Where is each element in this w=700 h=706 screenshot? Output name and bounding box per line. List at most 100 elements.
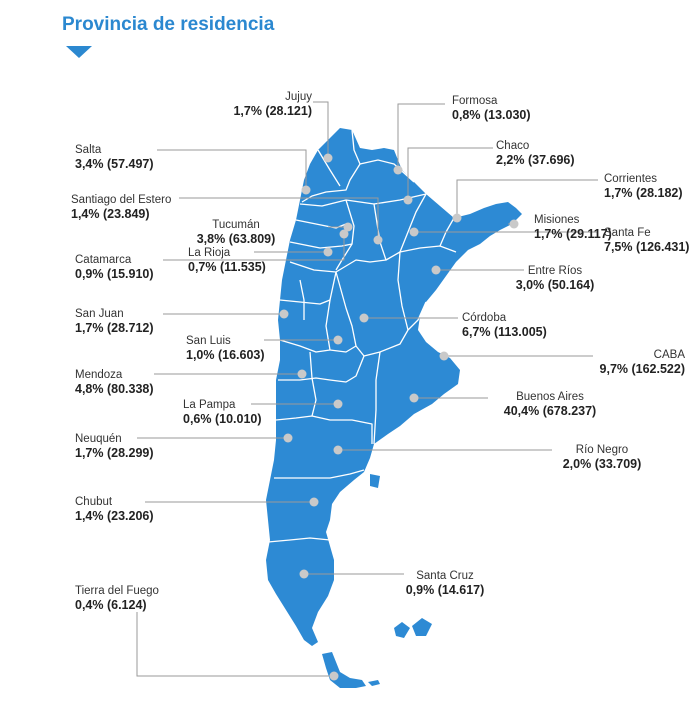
label-caba: CABA 9,7% (162.522) [560, 348, 685, 376]
isla-de-los-estados-shape [368, 680, 380, 686]
province-value: 2,0% (33.709) [562, 457, 642, 471]
marker-tierradelfuego [329, 671, 339, 681]
border-line [274, 469, 365, 479]
marker-tucuman [343, 222, 353, 232]
province-borders [267, 129, 457, 543]
border-line [309, 351, 317, 417]
province-value: 0,7% (11.535) [188, 260, 266, 274]
marker-corrientes [452, 213, 462, 223]
province-name: Neuquén [75, 433, 122, 445]
label-misiones: Misiones 1,7% (29.117) [534, 213, 612, 241]
marker-misiones [509, 219, 519, 229]
label-buenos-aires: Buenos Aires 40,4% (678.237) [490, 390, 610, 418]
province-name: San Luis [186, 335, 231, 347]
map-landmass [266, 128, 522, 688]
province-value: 0,4% (6.124) [75, 598, 147, 612]
province-value: 0,6% (10.010) [183, 412, 262, 426]
leader-salta [157, 149, 307, 190]
province-value: 1,7% (28.299) [75, 446, 154, 460]
border-line [373, 351, 381, 445]
label-cordoba: Córdoba 6,7% (113.005) [462, 311, 547, 339]
border-line [325, 271, 409, 357]
border-line [275, 415, 373, 444]
province-value: 4,8% (80.338) [75, 382, 154, 396]
border-line [267, 537, 331, 543]
marker-formosa [393, 165, 403, 175]
label-formosa: Formosa 0,8% (13.030) [452, 94, 531, 122]
province-name: Tucumán [212, 219, 260, 231]
border-line [335, 271, 357, 347]
province-name: Río Negro [575, 444, 629, 456]
title-triangle-marker [66, 46, 92, 58]
leader-corrientes [456, 179, 598, 218]
province-value: 1,7% (28.182) [604, 186, 683, 200]
border-line [299, 279, 305, 320]
province-value: 2,2% (37.696) [496, 153, 575, 167]
province-name: Misiones [534, 214, 580, 226]
border-line [279, 339, 331, 353]
province-name: Santa Cruz [416, 570, 474, 582]
marker-santacruz [299, 569, 309, 579]
marker-lapampa [333, 399, 343, 409]
province-value: 6,7% (113.005) [462, 325, 547, 339]
province-name: Chubut [75, 496, 113, 508]
province-name: Santiago del Estero [71, 194, 172, 206]
marker-caba [439, 351, 449, 361]
province-name: Jujuy [285, 91, 312, 103]
province-name: Entre Ríos [527, 265, 583, 277]
label-catamarca: Catamarca 0,9% (15.910) [75, 253, 154, 281]
province-name: Córdoba [462, 312, 507, 324]
border-line [289, 241, 353, 249]
marker-sanluis [333, 335, 343, 345]
marker-cordoba [359, 313, 369, 323]
label-tucuman: Tucumán 3,8% (63.809) [186, 218, 286, 246]
marker-sanjuan [279, 309, 289, 319]
province-value: 3,4% (57.497) [75, 157, 154, 171]
marker-neuquen [283, 433, 293, 443]
leader-catamarca [163, 234, 345, 261]
province-value: 1,4% (23.849) [71, 207, 150, 221]
leader-chaco [407, 147, 493, 200]
marker-mendoza [297, 369, 307, 379]
province-value: 0,9% (14.617) [405, 583, 485, 597]
label-salta: Salta 3,4% (57.497) [75, 143, 154, 171]
province-value: 0,9% (15.910) [75, 267, 154, 281]
page-title: Provincia de residencia [62, 14, 275, 35]
border-line [359, 159, 415, 183]
label-san-luis: San Luis 1,0% (16.603) [186, 334, 265, 362]
province-name: La Rioja [188, 247, 231, 259]
border-line [301, 129, 361, 203]
marker-buenosaires [409, 393, 419, 403]
label-la-pampa: La Pampa 0,6% (10.010) [183, 398, 262, 426]
label-santa-fe: Santa Fe 7,5% (126.431) [604, 226, 689, 254]
label-entre-rios: Entre Ríos 3,0% (50.164) [500, 264, 610, 292]
marker-larioja [323, 247, 333, 257]
leader-tierradelfuego [136, 612, 334, 677]
marker-catamarca [339, 229, 349, 239]
province-value: 0,8% (13.030) [452, 108, 531, 122]
label-jujuy: Jujuy 1,7% (28.121) [212, 90, 312, 118]
border-line [295, 219, 347, 229]
province-value: 1,4% (23.206) [75, 509, 154, 523]
province-name: CABA [653, 349, 685, 361]
label-neuquen: Neuquén 1,7% (28.299) [75, 432, 154, 460]
label-rio-negro: Río Negro 2,0% (33.709) [552, 443, 652, 471]
border-line [278, 355, 365, 383]
province-name: San Juan [75, 308, 124, 320]
province-name: Buenos Aires [516, 391, 584, 403]
label-san-juan: San Juan 1,7% (28.712) [75, 307, 154, 335]
marker-entrerios [431, 265, 441, 275]
province-value: 3,0% (50.164) [515, 278, 595, 292]
label-santiago-del-estero: Santiago del Estero 1,4% (23.849) [71, 193, 171, 221]
province-name: Salta [75, 144, 102, 156]
label-la-rioja: La Rioja 0,7% (11.535) [188, 246, 266, 274]
border-line [373, 193, 427, 205]
province-value: 9,7% (162.522) [599, 362, 685, 376]
label-chubut: Chubut 1,4% (23.206) [75, 495, 154, 523]
leader-formosa [397, 103, 445, 170]
province-name: Formosa [452, 95, 498, 107]
province-value: 7,5% (126.431) [604, 240, 690, 254]
label-chaco: Chaco 2,2% (37.696) [496, 139, 575, 167]
label-tierra-del-fuego: Tierra del Fuego 0,4% (6.124) [75, 584, 159, 612]
